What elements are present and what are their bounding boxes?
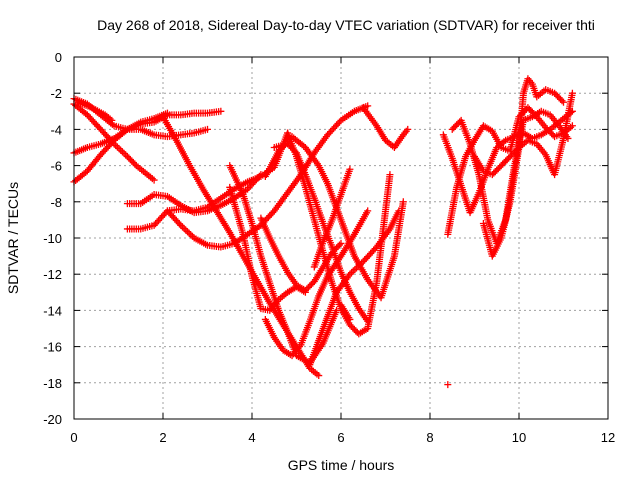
y-tick-label: -18 xyxy=(43,376,62,391)
series-19-track xyxy=(359,104,412,151)
plus-marker xyxy=(336,241,344,249)
y-tick-label: -4 xyxy=(50,122,62,137)
plus-marker xyxy=(115,145,123,153)
series-9-track xyxy=(163,102,372,251)
y-tick-label: -14 xyxy=(43,303,62,318)
plus-marker xyxy=(356,261,364,269)
x-tick-label: 2 xyxy=(159,430,166,445)
y-tick-label: -2 xyxy=(50,86,62,101)
y-tick-label: 0 xyxy=(55,50,62,65)
plus-marker xyxy=(150,176,158,184)
plus-marker xyxy=(180,224,188,232)
plus-marker xyxy=(217,107,225,115)
series-17-track xyxy=(306,207,403,369)
plus-marker xyxy=(337,239,345,247)
plus-marker xyxy=(122,151,130,159)
plus-marker xyxy=(112,141,120,149)
plus-marker xyxy=(315,372,323,380)
plus-marker xyxy=(120,149,128,157)
plus-marker xyxy=(106,115,114,123)
plus-marker xyxy=(82,168,90,176)
plus-marker xyxy=(346,315,354,323)
y-tick-label: -16 xyxy=(43,340,62,355)
y-tick-label: -6 xyxy=(50,159,62,174)
series-18-track xyxy=(310,165,354,271)
series-25-track xyxy=(471,89,576,179)
plus-marker xyxy=(178,223,186,231)
plus-marker xyxy=(188,232,196,240)
y-axis-label: SDTVAR / TECUs xyxy=(5,182,21,294)
plus-marker xyxy=(175,220,183,228)
plus-marker xyxy=(364,207,372,215)
plus-marker xyxy=(108,116,116,124)
plus-marker xyxy=(346,165,354,173)
plus-marker xyxy=(395,207,403,215)
plus-marker xyxy=(358,259,366,267)
plus-marker xyxy=(568,89,576,97)
series-26-track xyxy=(444,381,452,389)
y-tick-label: -20 xyxy=(43,412,62,427)
plus-marker xyxy=(399,198,407,206)
plus-marker xyxy=(349,267,357,275)
x-tick-label: 4 xyxy=(248,430,255,445)
series-20-track xyxy=(337,301,354,323)
plus-marker xyxy=(204,125,211,133)
plus-marker xyxy=(348,269,356,277)
plus-marker xyxy=(346,270,354,278)
series-11-track xyxy=(226,162,341,367)
plus-marker xyxy=(118,148,126,156)
plus-marker xyxy=(113,143,121,151)
x-tick-label: 6 xyxy=(337,430,344,445)
plus-marker xyxy=(300,142,308,150)
plus-marker xyxy=(560,98,567,106)
axis-ticks: 0 2 4 6 8 10 12 0 -2 -4 -6 -8 -10 -12 -14 -16 -18 -20 xyxy=(43,50,615,445)
y-tick-label: -10 xyxy=(43,231,62,246)
plus-marker xyxy=(185,229,193,237)
x-axis-label: GPS time / hours xyxy=(288,457,395,473)
plus-marker xyxy=(117,146,125,154)
plus-marker xyxy=(444,381,452,389)
plus-marker xyxy=(568,122,576,130)
series-24-track xyxy=(479,75,567,260)
x-tick-label: 0 xyxy=(70,430,77,445)
plus-marker xyxy=(122,127,130,135)
chart-title: Day 268 of 2018, Sidereal Day-to-day VTE… xyxy=(97,17,595,33)
plus-marker xyxy=(183,228,191,236)
y-tick-label: -12 xyxy=(43,267,62,282)
plus-marker xyxy=(351,265,359,273)
plus-marker xyxy=(364,102,372,110)
x-tick-label: 8 xyxy=(426,430,433,445)
plus-marker xyxy=(404,125,412,133)
plus-marker xyxy=(187,231,195,239)
plus-marker xyxy=(182,226,190,234)
plus-marker xyxy=(386,171,394,179)
plus-marker xyxy=(353,264,361,272)
series-5-track xyxy=(74,98,116,124)
plus-marker xyxy=(354,262,362,270)
y-tick-label: -8 xyxy=(50,195,62,210)
plus-marker xyxy=(558,97,566,105)
data-points xyxy=(70,75,576,389)
x-tick-label: 12 xyxy=(601,430,615,445)
x-tick-label: 10 xyxy=(512,430,526,445)
plus-marker xyxy=(177,221,185,229)
series-1-track xyxy=(70,100,158,184)
series-16-track xyxy=(261,133,407,302)
